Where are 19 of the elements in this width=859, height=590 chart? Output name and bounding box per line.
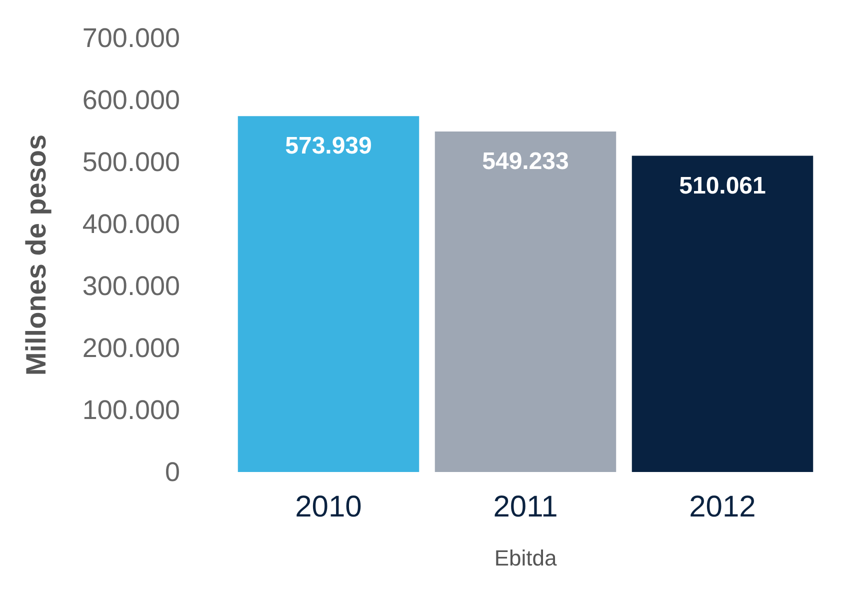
- bar: [238, 116, 420, 472]
- y-tick-label: 200.000: [82, 333, 180, 363]
- y-tick-label: 500.000: [82, 147, 180, 177]
- data-label: 549.233: [482, 148, 569, 175]
- x-axis-title: Ebitda: [494, 546, 558, 570]
- y-tick-label: 600.000: [82, 85, 180, 115]
- y-axis-title: Millones de pesos: [20, 134, 52, 376]
- data-label: 573.939: [285, 132, 372, 160]
- y-tick-label: 300.000: [82, 271, 180, 301]
- x-tick-label: 2012: [689, 490, 756, 524]
- y-tick-label: 400.000: [82, 209, 180, 239]
- data-label: 510.061: [679, 172, 766, 200]
- x-tick-label: 2011: [493, 490, 558, 524]
- y-tick-label: 700.000: [82, 23, 180, 53]
- y-tick-label: 0: [164, 457, 180, 487]
- y-tick-label: 100.000: [82, 395, 180, 425]
- bar: [632, 156, 814, 472]
- x-tick-label: 2010: [295, 490, 362, 524]
- bar: [434, 131, 616, 472]
